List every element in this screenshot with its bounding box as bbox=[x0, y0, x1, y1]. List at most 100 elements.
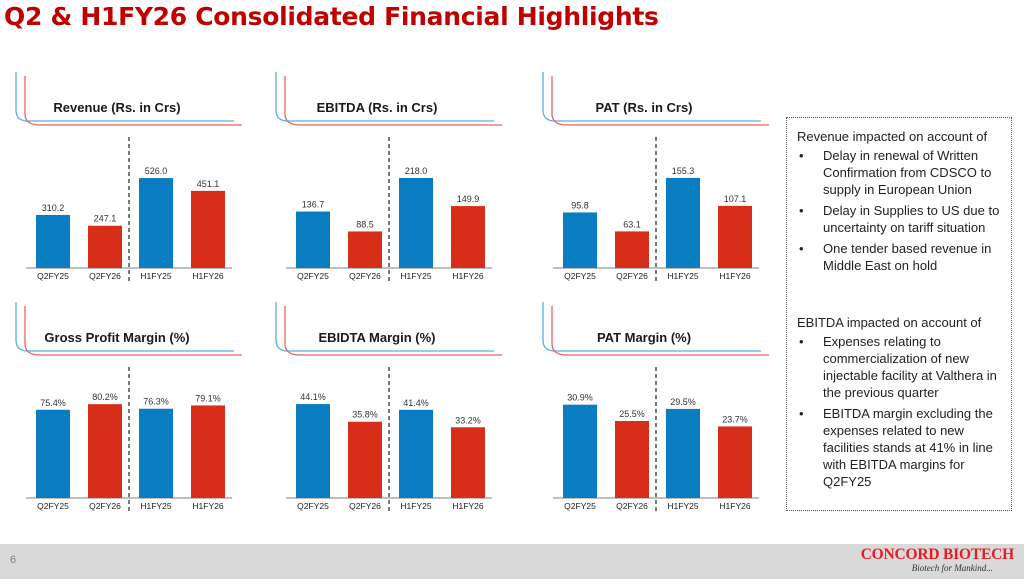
x-tick-label: H1FY26 bbox=[192, 501, 223, 511]
data-label: 25.5% bbox=[619, 409, 645, 419]
x-tick-label: H1FY26 bbox=[192, 271, 223, 281]
bar bbox=[615, 420, 649, 498]
bullet-icon: • bbox=[799, 406, 804, 421]
chart-svg: EBIDTA Margin (%) 44.1% Q2FY25 35.8% Q2FY26 4… bbox=[275, 302, 502, 514]
brand-logo: CONCORD BIOTECH Biotech for Mankind... bbox=[861, 546, 1015, 574]
data-label: 526.0 bbox=[145, 166, 168, 176]
bar bbox=[718, 205, 752, 268]
bullet-icon: • bbox=[799, 241, 804, 256]
chart-title: EBIDTA Margin (%) bbox=[319, 330, 436, 345]
brand-tagline: Biotech for Mankind... bbox=[911, 563, 993, 573]
chart-svg: Gross Profit Margin (%) 75.4% Q2FY25 80.2% Q… bbox=[15, 302, 242, 514]
chart-title: EBITDA (Rs. in Crs) bbox=[317, 100, 438, 115]
data-label: 80.2% bbox=[92, 392, 118, 402]
bar bbox=[563, 404, 597, 498]
data-label: 44.1% bbox=[300, 392, 326, 402]
x-tick-label: Q2FY25 bbox=[37, 501, 69, 511]
x-tick-label: H1FY25 bbox=[667, 501, 698, 511]
x-tick-label: Q2FY26 bbox=[616, 501, 648, 511]
x-tick-label: Q2FY25 bbox=[297, 271, 329, 281]
data-label: 41.4% bbox=[403, 398, 429, 408]
chart-svg: PAT (Rs. in Crs) 95.8 Q2FY25 63.1 Q2FY26 155.… bbox=[542, 72, 769, 284]
bar bbox=[36, 214, 70, 268]
bar bbox=[348, 421, 382, 498]
data-label: 63.1 bbox=[623, 219, 641, 229]
bar bbox=[666, 177, 700, 268]
chart-title: Revenue (Rs. in Crs) bbox=[53, 100, 180, 115]
data-label: 33.2% bbox=[455, 415, 481, 425]
data-label: 451.1 bbox=[197, 179, 220, 189]
chart-title: PAT (Rs. in Crs) bbox=[595, 100, 692, 115]
bar bbox=[88, 225, 122, 268]
x-tick-label: H1FY26 bbox=[452, 501, 483, 511]
footer-bar: 6 CONCORD BIOTECH Biotech for Mankind... bbox=[0, 544, 1024, 579]
bar bbox=[718, 426, 752, 498]
revenue-notes-heading: Revenue impacted on account of bbox=[797, 129, 988, 144]
x-tick-label: H1FY26 bbox=[719, 501, 750, 511]
bar bbox=[451, 427, 485, 498]
list-item: • Delay in Supplies to US due to uncertai… bbox=[799, 203, 1000, 235]
chart-ebitda: EBITDA (Rs. in Crs) 136.7 Q2FY25 88.5 Q2FY26… bbox=[270, 66, 520, 296]
list-item: • Delay in renewal of Written Confirmatio… bbox=[799, 148, 992, 197]
data-label: 95.8 bbox=[571, 200, 589, 210]
chart-svg: Revenue (Rs. in Crs) 310.2 Q2FY25 247.1 Q2FY… bbox=[15, 72, 242, 284]
title-accent-red-line bbox=[24, 306, 242, 356]
x-tick-label: Q2FY25 bbox=[297, 501, 329, 511]
bar bbox=[36, 409, 70, 498]
bar bbox=[348, 231, 382, 268]
data-label: 23.7% bbox=[722, 414, 748, 424]
ebitda-notes-list: • Expenses relating to commercialization … bbox=[797, 333, 1001, 490]
data-label: 35.8% bbox=[352, 410, 378, 420]
title-accent-red-line bbox=[284, 76, 502, 126]
chart-svg: EBITDA (Rs. in Crs) 136.7 Q2FY25 88.5 Q2FY26… bbox=[275, 72, 502, 284]
bar bbox=[139, 178, 173, 268]
x-tick-label: Q2FY25 bbox=[564, 271, 596, 281]
x-tick-label: Q2FY26 bbox=[349, 501, 381, 511]
list-item: • Expenses relating to commercialization … bbox=[799, 334, 997, 400]
data-label: 155.3 bbox=[672, 166, 695, 176]
x-tick-label: H1FY25 bbox=[667, 271, 698, 281]
chart-ebidta-margin: EBIDTA Margin (%) 44.1% Q2FY25 35.8% Q2FY26 4… bbox=[270, 296, 520, 526]
chart-title: PAT Margin (%) bbox=[597, 330, 691, 345]
bar bbox=[451, 206, 485, 268]
x-tick-label: H1FY25 bbox=[400, 271, 431, 281]
x-tick-label: Q2FY26 bbox=[89, 271, 121, 281]
x-tick-label: Q2FY25 bbox=[564, 501, 596, 511]
title-accent-red-line bbox=[24, 76, 242, 126]
page-number: 6 bbox=[10, 554, 17, 566]
list-item: • EBITDA margin excluding the expenses re… bbox=[799, 406, 993, 489]
data-label: 79.1% bbox=[195, 393, 221, 403]
revenue-notes-list: • Delay in renewal of Written Confirmatio… bbox=[797, 147, 1001, 274]
bar bbox=[563, 212, 597, 268]
data-label: 75.4% bbox=[40, 398, 66, 408]
x-tick-label: Q2FY26 bbox=[89, 501, 121, 511]
data-label: 29.5% bbox=[670, 397, 696, 407]
title-accent-red-line bbox=[551, 76, 769, 126]
bar bbox=[666, 408, 700, 498]
x-tick-label: H1FY25 bbox=[140, 271, 171, 281]
bar bbox=[88, 404, 122, 498]
data-label: 218.0 bbox=[405, 166, 428, 176]
bar bbox=[615, 231, 649, 268]
chart-pat-margin: PAT Margin (%) 30.9% Q2FY25 25.5% Q2FY26 29.5… bbox=[537, 296, 787, 526]
data-label: 30.9% bbox=[567, 393, 593, 403]
bar bbox=[139, 408, 173, 498]
data-label: 107.1 bbox=[724, 194, 747, 204]
list-item: • One tender based revenue in Middle East… bbox=[799, 241, 992, 273]
chart-revenue: Revenue (Rs. in Crs) 310.2 Q2FY25 247.1 Q2FY… bbox=[10, 66, 260, 296]
x-tick-label: Q2FY25 bbox=[37, 271, 69, 281]
x-tick-label: H1FY26 bbox=[719, 271, 750, 281]
bullet-icon: • bbox=[799, 148, 804, 163]
bar bbox=[296, 404, 330, 498]
x-tick-label: H1FY26 bbox=[452, 271, 483, 281]
chart-title: Gross Profit Margin (%) bbox=[44, 330, 189, 345]
ebitda-notes-heading: EBITDA impacted on account of bbox=[797, 315, 982, 330]
commentary-box: Revenue impacted on account of • Delay in… bbox=[786, 117, 1012, 511]
x-tick-label: H1FY25 bbox=[400, 501, 431, 511]
x-tick-label: H1FY25 bbox=[140, 501, 171, 511]
page-title: Q2 & H1FY26 Consolidated Financial Highl… bbox=[4, 2, 659, 31]
x-tick-label: Q2FY26 bbox=[616, 271, 648, 281]
bar bbox=[296, 211, 330, 268]
data-label: 76.3% bbox=[143, 397, 169, 407]
title-accent-red-line bbox=[284, 306, 502, 356]
